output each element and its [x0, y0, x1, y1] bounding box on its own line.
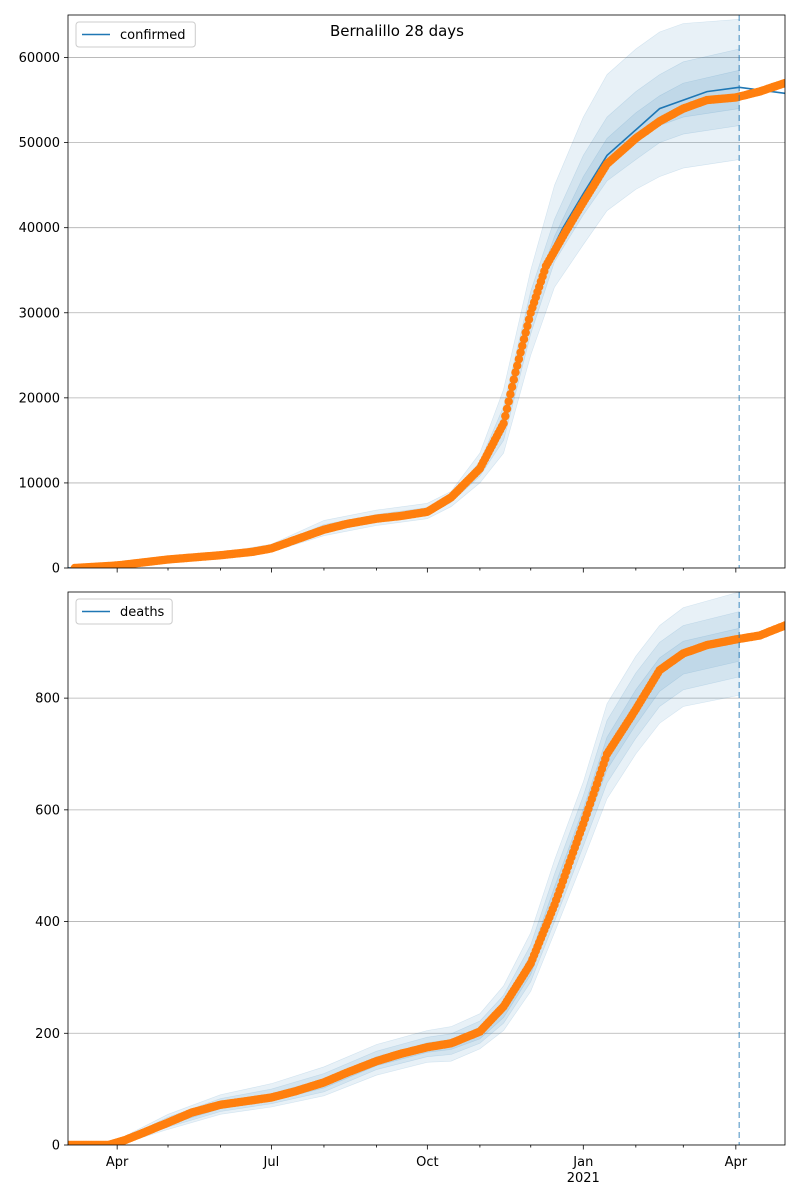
- observed-point: [507, 382, 517, 392]
- y-tick-label: 50000: [19, 136, 60, 151]
- observed-point: [516, 348, 525, 357]
- legend: confirmed: [75, 21, 196, 48]
- x-tick-label: Jan: [572, 1155, 593, 1170]
- y-tick-label: 0: [52, 562, 60, 577]
- observed-point: [780, 621, 785, 630]
- y-tick-label: 20000: [19, 391, 60, 406]
- y-tick-label: 60000: [19, 51, 60, 66]
- plot-area: [68, 15, 785, 568]
- observed-point: [509, 375, 518, 384]
- legend-label: deaths: [120, 605, 165, 620]
- x-tick-sublabel: 2021: [567, 1171, 600, 1186]
- x-tick-label: Apr: [725, 1155, 748, 1170]
- observed-point: [523, 321, 532, 331]
- y-tick-label: 0: [52, 1139, 60, 1154]
- observed-point: [511, 368, 520, 377]
- axes-frame: [67, 591, 786, 1146]
- plot-area: [68, 592, 785, 1145]
- legend: deaths: [75, 598, 173, 625]
- x-tick-label: Apr: [106, 1155, 129, 1170]
- observed-series: [70, 78, 785, 568]
- y-tick-label: 10000: [19, 476, 60, 491]
- observed-point: [514, 354, 524, 364]
- legend-label: confirmed: [120, 28, 186, 43]
- x-tick-label: Oct: [416, 1155, 438, 1170]
- y-tick-label: 600: [35, 803, 60, 818]
- y-tick-label: 30000: [19, 306, 60, 321]
- observed-point: [518, 341, 527, 351]
- y-tick-label: 800: [35, 692, 60, 707]
- legend-box: [75, 21, 196, 48]
- observed-point: [524, 315, 534, 324]
- axes-frame: [67, 14, 786, 569]
- y-tick-label: 200: [35, 1027, 60, 1042]
- observed-point: [502, 404, 512, 413]
- y-tick-label: 400: [35, 915, 60, 930]
- observed-point: [501, 411, 510, 421]
- observed-point: [504, 397, 513, 406]
- figure-title: Bernalillo 28 days: [330, 22, 464, 40]
- x-tick-label: Jul: [263, 1155, 280, 1170]
- confirmed-panel: 0 10000 20000 30000 40000 50000 60000 confirmed: [19, 14, 786, 577]
- observed-point: [513, 361, 522, 370]
- observed-point: [780, 78, 785, 88]
- observed-point: [499, 419, 508, 428]
- observed-point: [519, 335, 529, 344]
- legend-box: [75, 598, 173, 625]
- y-tick-label: 40000: [19, 221, 60, 236]
- observed-point: [506, 390, 515, 399]
- observed-point: [521, 328, 530, 337]
- observed-series: [68, 621, 785, 1145]
